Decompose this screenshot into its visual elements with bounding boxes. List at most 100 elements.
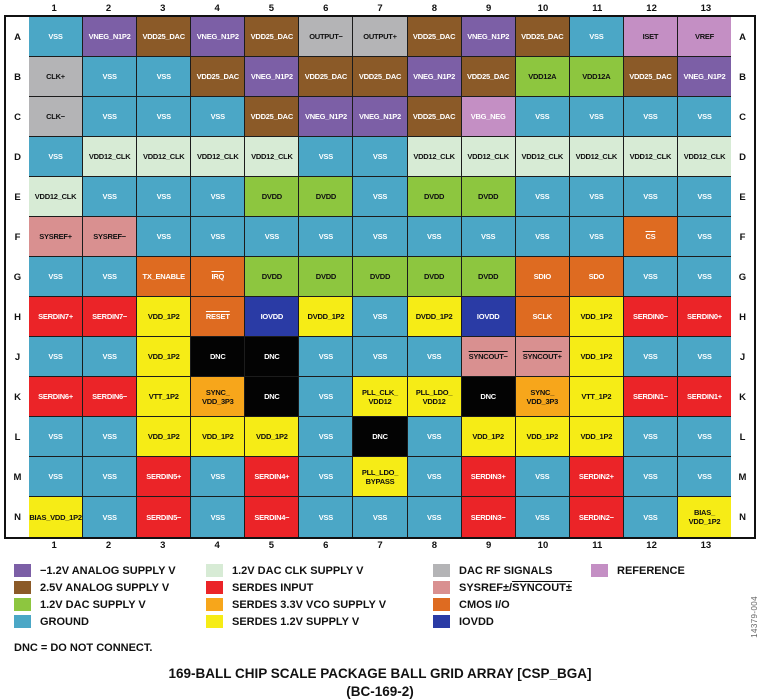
legend-swatch-icon <box>206 581 223 594</box>
ball-cell: VSS <box>191 457 246 497</box>
ball-cell: VNEG_N1P2 <box>677 57 732 97</box>
legend-swatch-icon <box>591 564 608 577</box>
ball-cell: VSS <box>569 177 624 217</box>
ball-cell: VSS <box>353 497 408 537</box>
ball-cell: VSS <box>515 497 570 537</box>
row-letter-right: M <box>738 471 747 483</box>
ball-cell: VSS <box>29 457 84 497</box>
ball-cell: VDD12A <box>569 57 624 97</box>
ball-cell: VSS <box>623 97 678 137</box>
column-number: 5 <box>268 540 275 551</box>
ball-cell: VDD_1P2 <box>569 297 624 337</box>
grid-row-B: B CLK+ VSS VSS VDD25_DAC VNEG_N1P2 VDD25_DAC VD… <box>6 57 754 97</box>
ball-cell: VDD12_CLK <box>461 137 516 177</box>
grid-row-C: C CLK− VSS VSS VSS VDD25_DAC VNEG_N1P2 VNEG_N1P… <box>6 97 754 137</box>
ball-cell: DNC <box>461 377 516 417</box>
ball-cell: SERDIN2+ <box>569 457 624 497</box>
legend-label: CMOS I/O <box>459 598 510 611</box>
ball-cell: VSS <box>623 177 678 217</box>
ball-cell: DVDD <box>245 177 300 217</box>
ball-cell: VDD12_CLK <box>515 137 570 177</box>
ball-cell: VSS <box>353 297 408 337</box>
ball-cell: VSS <box>677 417 732 457</box>
ball-cell: VDD_1P2 <box>191 417 246 457</box>
legend-swatch-icon <box>433 615 450 628</box>
ball-cell: VDD25_DAC <box>623 57 678 97</box>
ball-cell: VNEG_N1P2 <box>191 17 246 57</box>
ball-cell: VSS <box>353 137 408 177</box>
ball-cell: DVDD <box>407 257 462 297</box>
ball-cell: VSS <box>29 417 84 457</box>
ball-cell: CLK− <box>29 97 84 137</box>
ball-cell: BIAS_ VDD_1P2 <box>677 497 732 537</box>
ball-cell: DVDD <box>299 177 354 217</box>
ball-cell: VSS <box>569 17 624 57</box>
column-number: 9 <box>486 3 492 14</box>
legend-swatch-icon <box>206 564 223 577</box>
ball-cell: DNC <box>245 337 300 377</box>
ball-cell: SYSREF− <box>83 217 138 257</box>
row-letter-left: G <box>13 271 22 283</box>
ball-cell: VSS <box>569 97 624 137</box>
column-number: 11 <box>592 540 603 551</box>
ball-cell: VSS <box>299 497 354 537</box>
ball-cell: VSS <box>623 497 678 537</box>
row-cells: VSS VSS SERDIN5+ VSS SERDIN4+ VSS PLL_LDO_ BYP… <box>29 457 732 497</box>
ball-cell: IOVDD <box>245 297 300 337</box>
legend-column: −1.2V ANALOG SUPPLY V 2.5V ANALOG SUPPLY … <box>14 564 206 628</box>
ball-cell: VSS <box>677 337 732 377</box>
ball-cell: VDD12_CLK <box>623 137 678 177</box>
ball-cell: VSS <box>353 177 408 217</box>
legend-swatch-icon <box>433 581 450 594</box>
ball-cell: VDD12_CLK <box>137 137 192 177</box>
ball-cell: CLK+ <box>29 57 84 97</box>
ball-cell: SYNC_ VDD_3P3 <box>515 377 570 417</box>
column-number: 13 <box>700 540 712 551</box>
row-cells: VSS VSS VDD_1P2 DNC DNC VSS VSS VSS SYNCOUT− SYNC… <box>29 337 732 377</box>
ball-cell: VSS <box>299 137 354 177</box>
ball-cell: DVDD_1P2 <box>299 297 354 337</box>
ball-cell: VSS <box>623 257 678 297</box>
legend-item: SERDES 3.3V VCO SUPPLY V <box>206 598 433 611</box>
ball-grid: 1 2 3 4 5 6 7 8 9 10 11 12 13 A VSS VNEG_N1P2 VDD25_DAC… <box>4 2 756 552</box>
ball-cell: SCLK <box>515 297 570 337</box>
ball-cell: VDD25_DAC <box>407 17 462 57</box>
ball-cell: IRQ <box>191 257 246 297</box>
row-letter-left: H <box>14 311 21 323</box>
ball-label-overline: SYNCOUT− <box>468 352 508 361</box>
row-cells: CLK− VSS VSS VSS VDD25_DAC VNEG_N1P2 VNEG_N1P2… <box>29 97 732 137</box>
ball-cell: SYSREF+ <box>29 217 84 257</box>
column-number: 7 <box>377 3 383 14</box>
ball-cell: TX_ENABLE <box>137 257 192 297</box>
grid-row-D: D VSS VDD12_CLK VDD12_CLK VDD12_CLK VDD12_CLK… <box>6 137 754 177</box>
ball-cell: OUTPUT− <box>299 17 354 57</box>
row-cells: VSS VDD12_CLK VDD12_CLK VDD12_CLK VDD12_CLK V… <box>29 137 732 177</box>
column-number: 8 <box>431 540 437 551</box>
ball-cell: VSS <box>83 257 138 297</box>
row-letter-left: F <box>14 231 21 243</box>
legend-swatch-icon <box>14 564 31 577</box>
ball-cell: PLL_CLK_ VDD12 <box>353 377 408 417</box>
ball-cell: DVDD <box>461 177 516 217</box>
row-letter-left: C <box>14 111 21 123</box>
ball-cell: VDD12_CLK <box>245 137 300 177</box>
legend-column: DAC RF SIGNALS SYSREF±/SYNCOUT± CMOS I/O IO… <box>433 564 591 628</box>
ball-cell: VSS <box>677 177 732 217</box>
row-cells: SERDIN6+ SERDIN6− VTT_1P2 SYNC_ VDD_3P3 DNC V… <box>29 377 732 417</box>
ball-cell: DVDD_1P2 <box>407 297 462 337</box>
ball-cell: VDD12_CLK <box>677 137 732 177</box>
ball-cell: VSS <box>677 457 732 497</box>
row-cells: SYSREF+ SYSREF− VSS VSS VSS VSS VSS VSS VSS VSS VS… <box>29 217 732 257</box>
ball-cell: VSS <box>677 217 732 257</box>
legend-swatch-icon <box>206 598 223 611</box>
legend-label: SERDES 3.3V VCO SUPPLY V <box>232 598 387 611</box>
figure-title-line1: 169-BALL CHIP SCALE PACKAGE BALL GRID AR… <box>168 666 592 681</box>
ball-cell: VDD_1P2 <box>569 337 624 377</box>
ball-cell: VSS <box>83 337 138 377</box>
column-number: 1 <box>51 540 57 551</box>
ball-cell: VSS <box>83 417 138 457</box>
row-cells: VSS VSS VDD_1P2 VDD_1P2 VDD_1P2 VSS DNC VSS VDD_… <box>29 417 732 457</box>
dnc-note: DNC = DO NOT CONNECT. <box>14 642 153 654</box>
ball-cell: SERDIN6+ <box>29 377 84 417</box>
ball-cell: VTT_1P2 <box>569 377 624 417</box>
